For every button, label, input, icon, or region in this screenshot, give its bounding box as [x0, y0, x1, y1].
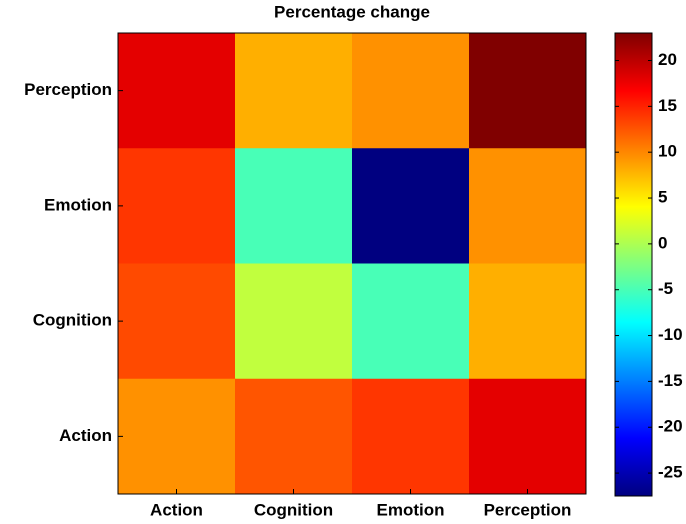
colorbar-tick-label: 15: [658, 96, 677, 115]
chart-title: Percentage change: [274, 2, 430, 21]
x-tick-label: Cognition: [254, 500, 333, 519]
heatmap-cell: [352, 378, 470, 495]
colorbar-tick-label: 20: [658, 50, 677, 69]
heatmap-cell: [469, 148, 587, 264]
colorbar-tick-label: 10: [658, 142, 677, 161]
x-tick-label: Perception: [484, 500, 572, 519]
heatmap-cell: [235, 378, 353, 495]
colorbar-tick-label: -15: [658, 371, 683, 390]
heatmap-cell: [118, 378, 236, 495]
y-tick-label: Perception: [24, 80, 112, 99]
heatmap-cell: [235, 263, 353, 380]
colorbar-tick-label: -25: [658, 463, 683, 482]
heatmap-cell: [118, 148, 236, 264]
x-tick-label: Emotion: [377, 500, 445, 519]
colorbar-tick-label: 5: [658, 188, 667, 207]
y-tick-label: Emotion: [44, 195, 112, 214]
colorbar-tick-label: -5: [658, 279, 673, 298]
heatmap-cell: [118, 33, 236, 149]
heatmap-cell: [235, 148, 353, 264]
y-tick-label: Cognition: [33, 311, 112, 330]
heatmap-cell: [352, 33, 470, 149]
heatmap-cell: [235, 33, 353, 149]
heatmap-cell: [469, 378, 587, 495]
heatmap-cell: [469, 33, 587, 149]
heatmap-cell: [118, 263, 236, 380]
colorbar-tick-label: -10: [658, 325, 683, 344]
y-tick-label: Action: [59, 426, 112, 445]
colorbar: [614, 32, 653, 497]
heatmap-cell: [469, 263, 587, 380]
plot-frame: [117, 32, 587, 495]
heatmap-cell: [352, 263, 470, 380]
heatmap-cell: [352, 148, 470, 264]
x-tick-label: Action: [150, 500, 203, 519]
colorbar-tick-label: -20: [658, 417, 683, 436]
colorbar-tick-label: 0: [658, 233, 667, 252]
